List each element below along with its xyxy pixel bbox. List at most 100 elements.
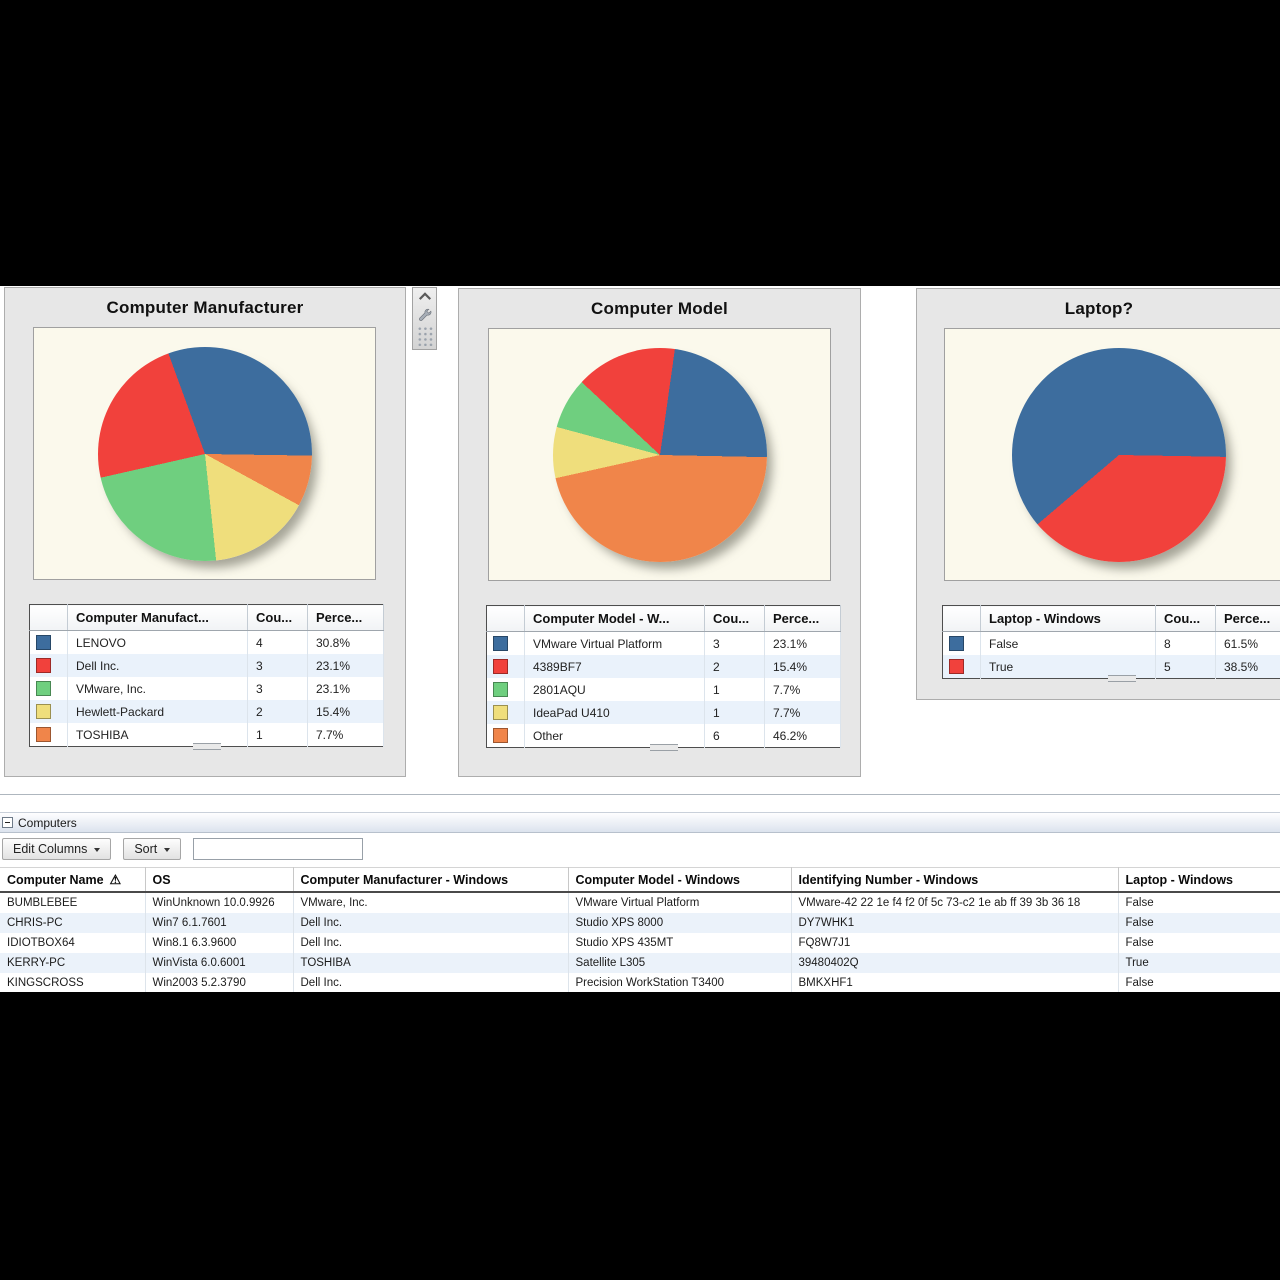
legend-percent: 15.4% [307, 700, 384, 723]
cell-model: Studio XPS 435MT [568, 933, 792, 953]
pie-chart-canvas [33, 327, 376, 580]
legend-percent: 7.7% [307, 723, 384, 747]
cell-os: WinUnknown 10.0.9926 [145, 892, 294, 913]
legend-label: Other [524, 724, 705, 748]
legend-resize-handle[interactable] [649, 744, 678, 751]
drag-handle-icon[interactable] [416, 325, 433, 346]
caret-down-icon [164, 847, 171, 852]
legend-count: 3 [247, 677, 308, 700]
cell-identifying-number: VMware-42 22 1e f4 f2 0f 5c 73-c2 1e ab … [791, 892, 1119, 913]
column-header-identifying-number[interactable]: Identifying Number - Windows [791, 867, 1119, 893]
legend-resize-handle[interactable] [192, 743, 221, 750]
pie-chart-computer-manufacturer[interactable] [97, 347, 312, 561]
computer-row[interactable]: KINGSCROSS Win2003 5.2.3790 Dell Inc. Preci… [0, 973, 1280, 992]
legend-label: VMware, Inc. [67, 677, 248, 700]
legend-percent: 15.4% [764, 655, 841, 678]
collapse-icon[interactable] [2, 817, 13, 828]
legend-row[interactable]: False 8 61.5% [942, 631, 1280, 655]
table-filter-input[interactable] [193, 838, 364, 860]
cell-manufacturer: VMware, Inc. [293, 892, 569, 913]
computer-row[interactable]: BUMBLEBEE WinUnknown 10.0.9926 VMware, Inc… [0, 892, 1280, 913]
column-header-os[interactable]: OS [145, 867, 294, 893]
pie-chart-laptop[interactable] [1012, 348, 1226, 562]
cell-model: Studio XPS 8000 [568, 913, 792, 933]
legend-row[interactable]: 2801AQU 1 7.7% [486, 678, 841, 701]
column-header-label: Computer Name [7, 872, 104, 887]
legend-row[interactable]: 4389BF7 2 15.4% [486, 655, 841, 678]
cell-laptop: True [1125, 957, 1149, 969]
legend-percent: 46.2% [764, 724, 841, 748]
cell-computer-name[interactable]: KINGSCROSS [0, 973, 146, 992]
cell-computer-name[interactable]: KERRY-PC [0, 953, 146, 973]
computer-row[interactable]: IDIOTBOX64 Win8.1 6.3.9600 Dell Inc. Studio… [0, 933, 1280, 953]
legend-percent-header: Perce... [764, 605, 841, 632]
legend-color-swatch [949, 658, 964, 674]
legend-label: 4389BF7 [524, 655, 705, 678]
cell-identifying-number: BMKXHF1 [791, 973, 1119, 992]
cell-laptop: False [1125, 937, 1154, 949]
legend-count: 2 [704, 655, 765, 678]
legend-color-swatch [36, 703, 51, 719]
legend-color-swatch [493, 704, 508, 720]
legend-row[interactable]: Dell Inc. 3 23.1% [29, 654, 384, 677]
legend-percent: 23.1% [307, 654, 384, 677]
legend-color-swatch [493, 635, 508, 651]
legend-resize-handle[interactable] [1108, 675, 1136, 682]
legend-count: 3 [704, 631, 765, 655]
cell-computer-name[interactable]: IDIOTBOX64 [0, 933, 146, 953]
legend-label: VMware Virtual Platform [524, 631, 705, 655]
caret-down-icon [94, 847, 101, 852]
column-header-computer-name[interactable]: Computer Name ⚠ [0, 867, 146, 893]
legend-row[interactable]: True 5 38.5% [942, 655, 1280, 679]
column-header-model[interactable]: Computer Model - Windows [568, 867, 792, 893]
computers-section-header: Computers [0, 812, 1280, 833]
legend-swatch-header [486, 605, 525, 632]
computer-row[interactable]: KERRY-PC WinVista 6.0.6001 TOSHIBA Satellit… [0, 953, 1280, 973]
cell-computer-name[interactable]: BUMBLEBEE [0, 892, 146, 913]
legend-count: 6 [704, 724, 765, 748]
cell-laptop: False [1125, 917, 1154, 929]
legend-label: Dell Inc. [67, 654, 248, 677]
legend-swatch-header [29, 604, 68, 631]
legend-row[interactable]: TOSHIBA 1 7.7% [29, 723, 384, 747]
legend-label: False [980, 631, 1156, 655]
edit-columns-button[interactable]: Edit Columns [2, 838, 112, 860]
legend-row[interactable]: Hewlett-Packard 2 15.4% [29, 700, 384, 723]
cell-computer-name[interactable]: CHRIS-PC [0, 913, 146, 933]
cell-identifying-number: FQ8W7J1 [791, 933, 1119, 953]
wrench-icon[interactable] [416, 307, 433, 322]
widget-computer-model: Computer Model Computer Model - W... Cou… [458, 288, 861, 777]
column-header-laptop[interactable]: Laptop - Windows [1118, 867, 1280, 893]
computer-row[interactable]: CHRIS-PC Win7 6.1.7601 Dell Inc. Studio XPS… [0, 913, 1280, 933]
legend-count: 5 [1155, 655, 1216, 679]
column-header-manufacturer[interactable]: Computer Manufacturer - Windows [293, 867, 569, 893]
computers-table: Computer Name ⚠ OS Computer Manufacturer … [0, 867, 1280, 992]
legend-percent: 38.5% [1215, 655, 1280, 679]
legend-percent: 30.8% [307, 630, 384, 654]
legend-label: IdeaPad U410 [524, 701, 705, 724]
sort-button[interactable]: Sort [123, 838, 182, 860]
pie-chart-computer-model[interactable] [552, 348, 767, 562]
legend-label-header: Computer Model - W... [524, 605, 705, 632]
cell-model: Satellite L305 [568, 953, 792, 973]
dashboard-area: Computer Manufacturer Computer Manufact.… [0, 286, 1280, 992]
section-divider [0, 794, 1280, 795]
legend-count-header: Cou... [1155, 605, 1216, 632]
cell-os: Win7 6.1.7601 [145, 913, 294, 933]
legend-color-swatch [36, 657, 51, 673]
edit-columns-label: Edit Columns [13, 842, 88, 856]
legend-row[interactable]: Other 6 46.2% [486, 724, 841, 748]
chevron-up-icon[interactable] [416, 289, 433, 304]
legend-label: True [980, 655, 1156, 679]
legend-color-swatch [493, 681, 508, 697]
cell-laptop: False [1118, 973, 1280, 992]
legend-row[interactable]: LENOVO 4 30.8% [29, 630, 384, 654]
cell-manufacturer: Dell Inc. [293, 913, 569, 933]
legend-row[interactable]: VMware Virtual Platform 3 23.1% [486, 631, 841, 655]
legend-count: 1 [704, 678, 765, 701]
legend-row[interactable]: IdeaPad U410 1 7.7% [486, 701, 841, 724]
pie-chart-canvas [488, 328, 831, 581]
legend-label: LENOVO [67, 630, 248, 654]
legend-row[interactable]: VMware, Inc. 3 23.1% [29, 677, 384, 700]
legend-table: Computer Model - W... Cou... Perce... VM… [486, 605, 841, 751]
